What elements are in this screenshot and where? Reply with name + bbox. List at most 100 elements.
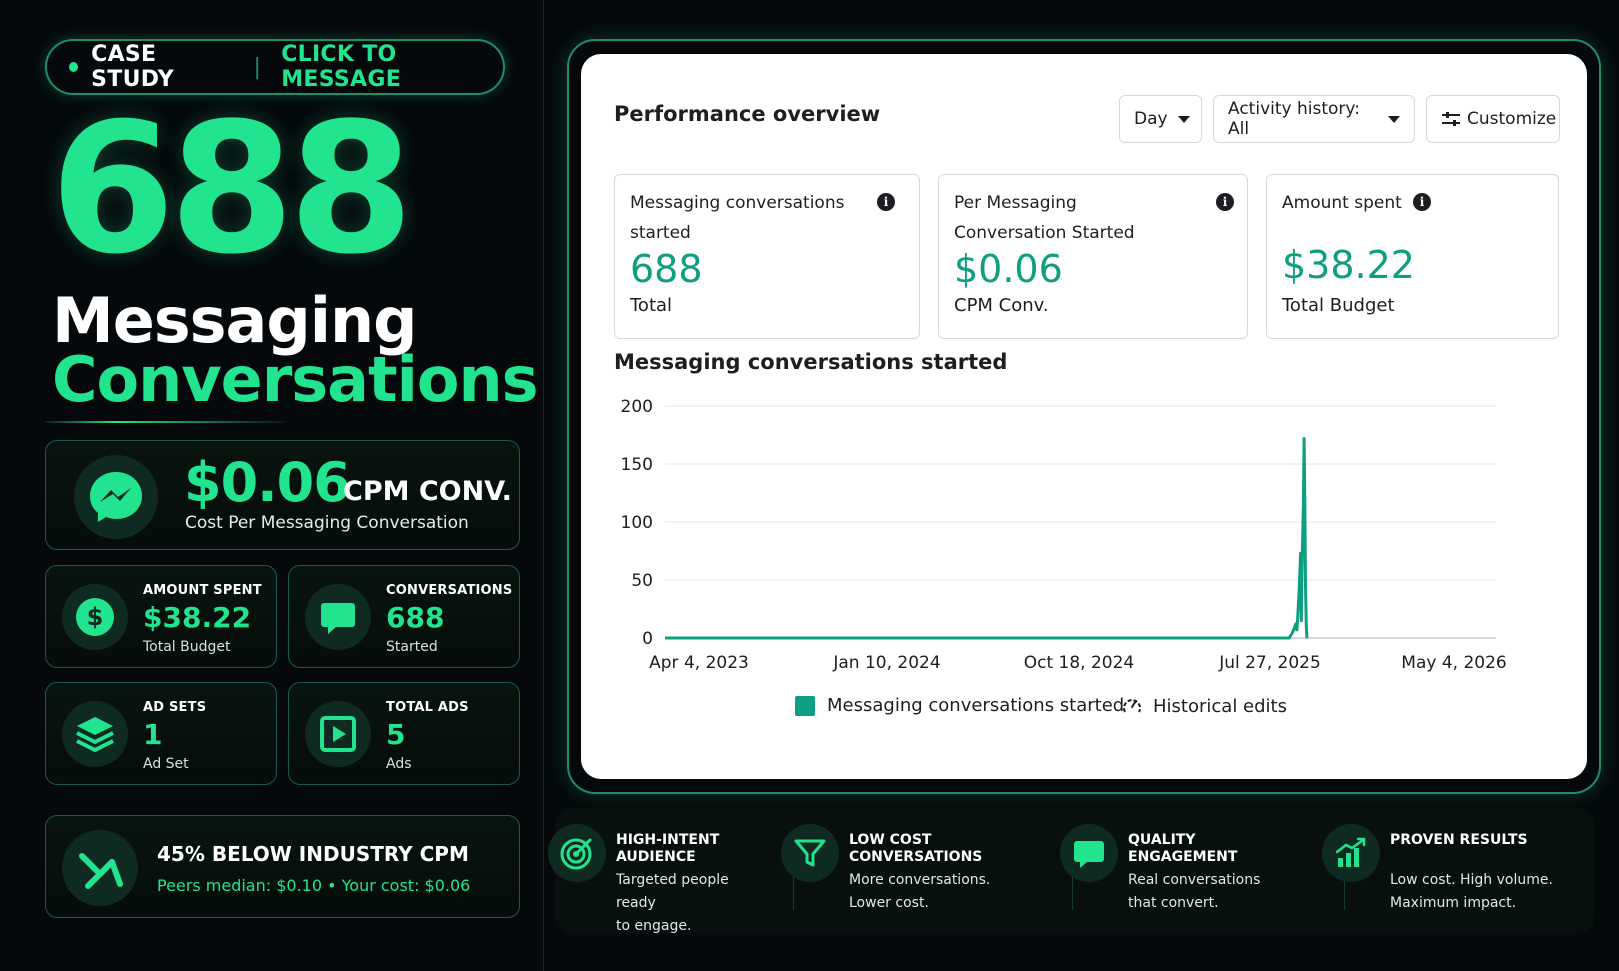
panel-glow-frame	[567, 39, 1601, 794]
metric-label: Per Messaging Conversation Started	[954, 193, 1135, 243]
features-strip: HIGH-INTENT AUDIENCE Targeted people rea…	[548, 808, 1595, 934]
legend-item-historical-edits[interactable]: Historical edits	[1121, 695, 1287, 717]
feature-desc: More conversations. Lower cost.	[849, 872, 991, 911]
x-tick-label: Jul 27, 2025	[1218, 653, 1321, 673]
chart-legend: Messaging conversations started Historic…	[581, 695, 1587, 725]
stat-value: 688	[386, 601, 445, 634]
feature-proven-results: PROVEN RESULTS Low cost. High volume. Ma…	[1322, 808, 1587, 933]
hero-number: 688	[50, 85, 414, 294]
y-tick-label: 0	[642, 629, 653, 649]
info-icon[interactable]: i	[1413, 193, 1431, 211]
legend-swatch	[795, 695, 815, 716]
activity-history-dropdown[interactable]: Activity history: All	[1213, 95, 1415, 143]
stat-card-conversations: CONVERSATIONS 688 Started	[288, 565, 520, 668]
bar-chart-up-icon	[1322, 824, 1380, 882]
stat-card-total-ads: TOTAL ADS 5 Ads	[288, 682, 520, 785]
y-tick-label: 200	[621, 397, 653, 417]
feature-desc: Targeted people ready to engage.	[616, 872, 729, 934]
dollar-icon: $	[62, 584, 128, 650]
badge-separator: |	[253, 54, 262, 80]
info-icon[interactable]: i	[1216, 193, 1234, 211]
feature-title: HIGH-INTENT AUDIENCE	[616, 832, 720, 865]
metric-value: 688	[630, 247, 703, 291]
metric-card-amount-spent[interactable]: Amount spent i $38.22 Total Budget	[1266, 174, 1559, 339]
chart-title: Messaging conversations started	[614, 350, 1008, 374]
layers-icon	[62, 701, 128, 767]
legend-edits-label: Historical edits	[1153, 695, 1287, 717]
feature-title: PROVEN RESULTS	[1390, 832, 1528, 848]
performance-panel: Performance overview Day Activity histor…	[581, 54, 1587, 779]
y-tick-label: 50	[631, 571, 653, 591]
metric-label: Amount spent	[1282, 193, 1402, 213]
feature-low-cost: LOW COST CONVERSATIONS More conversation…	[781, 808, 1041, 933]
metric-card-conversations[interactable]: Messaging conversations started i 688 To…	[614, 174, 920, 339]
legend-item-series[interactable]: Messaging conversations started	[795, 695, 1124, 716]
trend-down-icon	[62, 830, 138, 906]
customize-label: Customize	[1467, 109, 1557, 129]
stat-sub: Ads	[386, 756, 412, 772]
line-chart[interactable]: 0 50 100 150 200 Apr 4, 2023 Jan 10, 2024 Oct 1…	[581, 384, 1587, 684]
sliders-icon	[1441, 110, 1461, 128]
cpm-suffix: CPM CONV.	[343, 476, 512, 507]
feature-title: QUALITY ENGAGEMENT	[1128, 832, 1238, 865]
stat-sub: Total Budget	[143, 639, 231, 655]
chat-bubble-icon	[305, 584, 371, 650]
funnel-icon	[781, 824, 839, 882]
target-icon	[548, 824, 606, 882]
hero-title-line1: Messaging	[52, 284, 418, 357]
feature-desc: Real conversations that convert.	[1128, 872, 1261, 911]
industry-subtitle: Peers median: $0.10 • Your cost: $0.06	[157, 876, 471, 895]
day-dropdown[interactable]: Day	[1119, 95, 1202, 143]
metric-sub: Total Budget	[1282, 295, 1395, 316]
feature-quality: QUALITY ENGAGEMENT Real conversations th…	[1060, 808, 1300, 933]
metric-sub: CPM Conv.	[954, 295, 1049, 316]
stat-label: AD SETS	[143, 700, 207, 715]
click-to-message-label: CLICK TO MESSAGE	[281, 42, 402, 92]
stat-value: $38.22	[143, 601, 252, 634]
metric-sub: Total	[630, 295, 673, 316]
feature-high-intent: HIGH-INTENT AUDIENCE Targeted people rea…	[548, 808, 768, 934]
industry-title: 45% BELOW INDUSTRY CPM	[157, 842, 469, 866]
column-divider	[543, 0, 544, 971]
play-icon	[305, 701, 371, 767]
stat-value: 1	[143, 718, 163, 751]
chat-bubble-icon	[1060, 824, 1118, 882]
stat-sub: Started	[386, 639, 438, 655]
metric-label: Messaging conversations started	[630, 193, 845, 243]
legend-series-label: Messaging conversations started	[827, 695, 1125, 716]
stat-card-amount-spent: $ AMOUNT SPENT $38.22 Total Budget	[45, 565, 277, 668]
caret-down-icon	[1388, 115, 1400, 123]
cpm-card: $0.06 CPM CONV. Cost Per Messaging Conve…	[45, 440, 520, 550]
svg-text:$: $	[87, 603, 104, 631]
y-tick-label: 150	[621, 455, 653, 475]
stat-card-ad-sets: AD SETS 1 Ad Set	[45, 682, 277, 785]
x-tick-label: Oct 18, 2024	[1024, 653, 1135, 673]
stat-value: 5	[386, 718, 406, 751]
activity-dropdown-label: Activity history: All	[1228, 99, 1360, 139]
stat-label: TOTAL ADS	[386, 700, 469, 715]
info-icon[interactable]: i	[877, 193, 895, 211]
feature-desc: Low cost. High volume. Maximum impact.	[1390, 872, 1553, 911]
x-tick-label: May 4, 2026	[1401, 653, 1506, 673]
x-tick-label: Jan 10, 2024	[832, 653, 940, 673]
case-study-badge: CASE STUDY | CLICK TO MESSAGE	[45, 39, 505, 95]
y-tick-label: 100	[621, 513, 653, 533]
x-tick-label: Apr 4, 2023	[649, 653, 749, 673]
day-dropdown-label: Day	[1134, 109, 1168, 129]
feature-title: LOW COST CONVERSATIONS	[849, 832, 983, 865]
customize-button[interactable]: Customize	[1426, 95, 1560, 143]
gauge-icon	[1121, 695, 1143, 717]
caret-down-icon	[1177, 115, 1190, 123]
metric-value: $0.06	[954, 247, 1063, 291]
panel-title: Performance overview	[614, 102, 881, 126]
industry-cpm-card: 45% BELOW INDUSTRY CPM Peers median: $0.…	[45, 815, 520, 918]
cpm-subtitle: Cost Per Messaging Conversation	[185, 513, 469, 533]
series-line[interactable]	[665, 437, 1309, 640]
metric-card-cost-per-conversation[interactable]: Per Messaging Conversation Started i $0.…	[938, 174, 1248, 339]
stat-label: AMOUNT SPENT	[143, 583, 262, 598]
cpm-value: $0.06	[184, 451, 351, 514]
status-dot	[69, 62, 79, 72]
messenger-icon	[74, 455, 158, 539]
glow-divider	[45, 421, 285, 423]
stat-sub: Ad Set	[143, 756, 189, 772]
